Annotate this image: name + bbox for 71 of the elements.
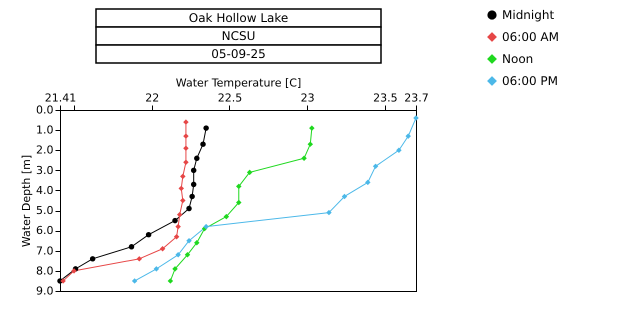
point [405,133,411,139]
point [168,278,174,284]
point [190,168,196,174]
point [183,133,189,139]
point [183,145,189,151]
point [396,147,402,153]
x-axis-title: Water Temperature [C] [176,76,302,90]
point [203,125,209,131]
point [172,266,178,272]
point [186,206,192,212]
legend-label: Noon [502,52,534,66]
chart-title: Oak Hollow Lake [188,11,288,25]
legend-label: Midnight [502,8,554,22]
chart-subtitle: NCSU [222,29,256,43]
point [194,156,200,161]
y-tick-label: 6.0 [36,224,54,238]
legend-label: 06:00 AM [502,30,559,44]
y-tick-label: 9.0 [36,284,54,298]
y-tick-label: 8.0 [36,264,54,278]
y-tick-label: 2.0 [36,144,54,157]
point [236,184,242,190]
point [132,278,138,284]
point [308,141,314,147]
point [190,182,196,188]
point [194,240,200,246]
point [189,194,195,200]
point [183,160,189,166]
y-tick-label: 0.0 [36,104,54,116]
y-tick-label: 3.0 [36,164,54,177]
point [175,252,181,258]
legend-label: 06:00 PM [502,74,558,88]
point [372,164,378,170]
point [60,278,66,284]
point [301,156,307,162]
point [236,200,242,206]
point [224,214,230,220]
point [178,186,184,192]
point [128,244,134,250]
point [200,141,206,147]
point [246,170,252,176]
point [154,266,160,272]
point [180,174,186,180]
point [413,115,419,121]
point [160,246,166,252]
point [174,234,180,240]
point [183,119,189,125]
point [180,198,186,204]
point [365,180,371,186]
point [342,194,348,200]
y-axis-title: Water Depth [m] [20,154,34,248]
y-tick-label: 5.0 [36,204,54,218]
x-tick-label: 22.5 [218,92,242,104]
x-tick-label: 23.7 [404,92,429,104]
point [326,210,332,216]
point [176,212,182,218]
point [136,256,142,262]
point [90,256,96,262]
x-tick-label: 23 [300,92,315,104]
point [172,218,178,224]
text: 05-09-25 [211,47,266,61]
point [175,224,181,230]
x-tick-label: 23.5 [373,92,398,104]
x-tick-label: 21.41 [44,92,76,104]
y-tick-label: 7.0 [36,244,54,258]
point [309,125,315,131]
y-tick-label: 1.0 [36,124,54,137]
y-tick-label: 4.0 [36,184,54,197]
x-tick-label: 22 [145,92,160,104]
point [146,232,152,238]
point [184,252,190,258]
point [186,238,192,244]
